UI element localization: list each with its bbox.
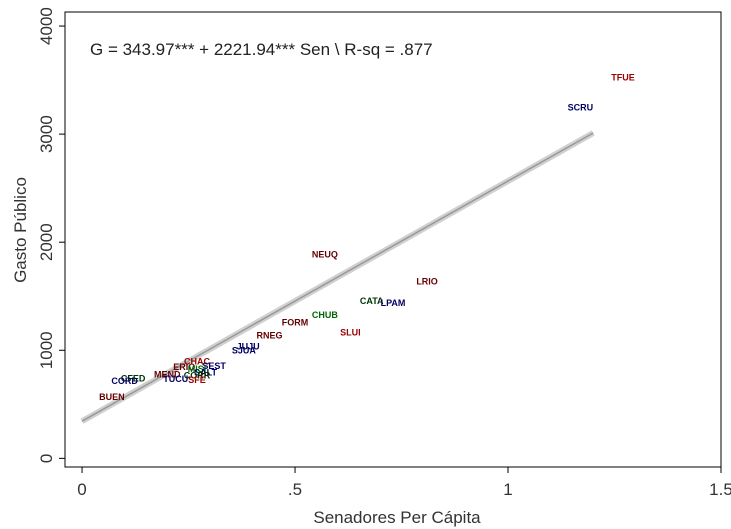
point-label: LRIO <box>416 277 438 287</box>
point-label: SALT <box>194 367 217 377</box>
point-label: CORR <box>184 371 211 381</box>
y-axis-label: Gasto Público <box>11 177 30 283</box>
point-label: ERIO <box>173 362 195 372</box>
x-axis: 0 .5 1 1.5 <box>77 467 731 499</box>
x-tick-label: 1.5 <box>709 480 731 499</box>
fit-line <box>81 132 594 422</box>
y-axis: 0 1000 2000 3000 4000 <box>37 7 65 463</box>
point-label: BUEN <box>99 392 125 402</box>
point-label: RNEG <box>256 331 282 341</box>
point-label: CHUB <box>312 310 338 320</box>
y-tick-label: 4000 <box>37 7 56 45</box>
point-label: SLUI <box>340 327 361 337</box>
point-label: CORD <box>111 376 138 386</box>
x-tick-label: .5 <box>288 480 302 499</box>
point-label: SCRU <box>568 103 594 113</box>
y-tick-label: 3000 <box>37 115 56 153</box>
regression-line <box>80 130 595 424</box>
point-label: JUJU <box>237 341 260 351</box>
point-label: SEST <box>202 361 226 371</box>
point-label: SJUA <box>232 346 257 356</box>
point-label: FORM <box>282 318 309 328</box>
x-tick-label: 1 <box>503 480 512 499</box>
point-label: SFE <box>188 375 206 385</box>
chart-title: G = 343.97*** + 2221.94*** Sen \ R-sq = … <box>90 40 433 59</box>
y-tick-label: 1000 <box>37 331 56 369</box>
plot-frame <box>64 11 722 468</box>
x-tick-label: 0 <box>77 480 86 499</box>
point-label: MISI <box>188 364 207 374</box>
point-label: CHAC <box>184 357 210 367</box>
point-label: LPAM <box>381 298 406 308</box>
y-tick-label: 2000 <box>37 223 56 261</box>
y-tick-label: 0 <box>37 454 56 463</box>
point-label: TFUE <box>611 72 635 82</box>
x-axis-label: Senadores Per Cápita <box>313 508 481 527</box>
point-label: MEND <box>154 370 181 380</box>
point-label: CATA <box>360 296 384 306</box>
point-label: CFED <box>121 373 146 383</box>
point-label: TUCU <box>163 374 188 384</box>
point-label: NEUQ <box>312 250 338 260</box>
